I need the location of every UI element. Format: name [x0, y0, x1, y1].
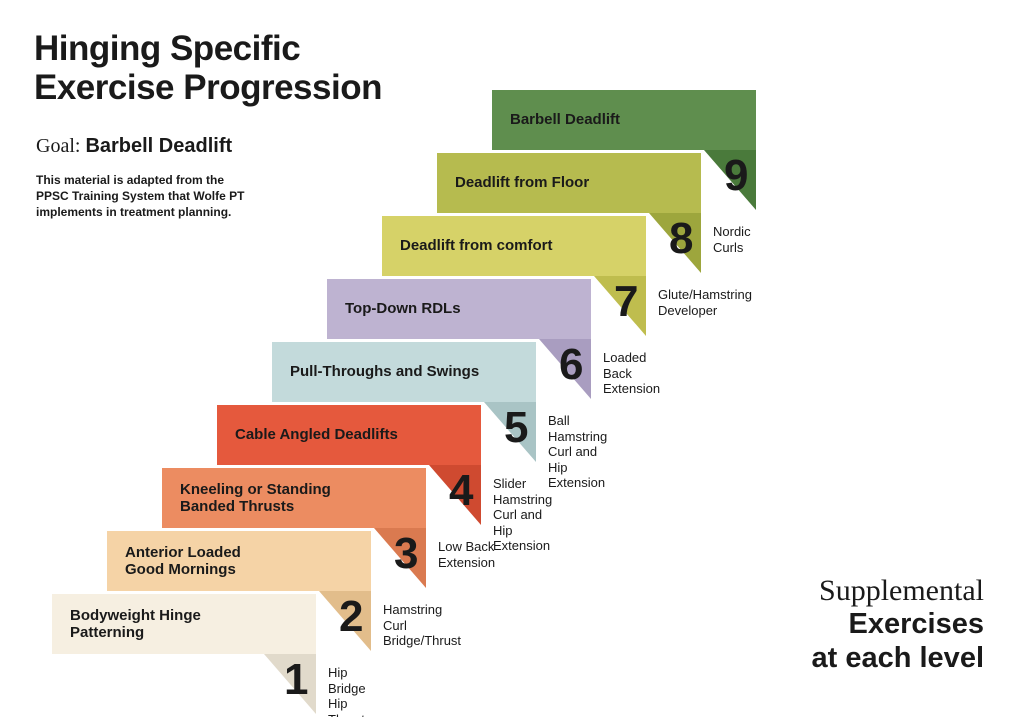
step-supplemental: Glute/Hamstring Developer — [658, 287, 752, 318]
step-7: Deadlift from comfort7Glute/Hamstring De… — [382, 216, 646, 276]
step-number: 6 — [559, 340, 583, 390]
step-3: Kneeling or Standing Banded Thrusts3Low … — [162, 468, 426, 528]
supplemental-heading: Supplemental Exercises at each level — [812, 574, 985, 675]
step-2: Anterior Loaded Good Mornings2Hamstring … — [107, 531, 371, 591]
step-number: 5 — [504, 403, 528, 453]
step-6: Top-Down RDLs6Loaded Back Extension — [327, 279, 591, 339]
step-number: 4 — [449, 466, 473, 516]
attribution-text: This material is adapted from the PPSC T… — [36, 172, 244, 221]
step-bar: Bodyweight Hinge Patterning — [52, 594, 316, 654]
step-4: Cable Angled Deadlifts4Slider Hamstring … — [217, 405, 481, 465]
step-supplemental: Slider Hamstring Curl and Hip Extension — [493, 476, 552, 554]
goal-value: Barbell Deadlift — [85, 135, 232, 157]
step-supplemental: Hip Bridge Hip Thrust — [328, 665, 366, 717]
step-supplemental: Nordic Curls — [713, 224, 751, 255]
step-9: Barbell Deadlift9 — [492, 90, 756, 150]
step-1: Bodyweight Hinge Patterning1Hip Bridge H… — [52, 594, 316, 654]
supplemental-line2: Exercises — [812, 608, 985, 641]
step-bar: Cable Angled Deadlifts — [217, 405, 481, 465]
step-number: 7 — [614, 277, 638, 327]
step-bar: Anterior Loaded Good Mornings — [107, 531, 371, 591]
step-number: 1 — [284, 655, 308, 705]
step-supplemental: Ball Hamstring Curl and Hip Extension — [548, 413, 607, 491]
step-5: Pull-Throughs and Swings5Ball Hamstring … — [272, 342, 536, 402]
goal-line: Goal: Barbell Deadlift — [36, 135, 232, 158]
step-8: Deadlift from Floor8Nordic Curls — [437, 153, 701, 213]
step-bar: Deadlift from Floor — [437, 153, 701, 213]
step-number: 8 — [669, 214, 693, 264]
step-bar: Top-Down RDLs — [327, 279, 591, 339]
step-bar: Pull-Throughs and Swings — [272, 342, 536, 402]
page-title: Hinging Specific Exercise Progression — [34, 30, 382, 107]
goal-label: Goal: — [36, 135, 80, 157]
step-number: 3 — [394, 529, 418, 579]
step-supplemental: Hamstring Curl Bridge/Thrust — [383, 602, 461, 649]
step-supplemental: Loaded Back Extension — [603, 350, 660, 397]
supplemental-line1: Supplemental — [812, 574, 985, 609]
step-number: 2 — [339, 592, 363, 642]
supplemental-line3: at each level — [812, 642, 985, 675]
step-bar: Deadlift from comfort — [382, 216, 646, 276]
step-bar: Barbell Deadlift — [492, 90, 756, 150]
step-bar: Kneeling or Standing Banded Thrusts — [162, 468, 426, 528]
step-number: 9 — [724, 151, 748, 201]
step-supplemental: Low Back Extension — [438, 539, 495, 570]
